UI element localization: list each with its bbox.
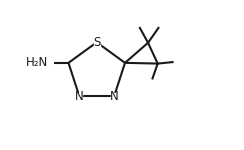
- Text: H₂N: H₂N: [26, 56, 48, 69]
- Bar: [111, 93, 117, 99]
- Bar: [76, 93, 82, 99]
- Text: S: S: [93, 36, 101, 49]
- Text: N: N: [75, 90, 84, 103]
- Text: N: N: [110, 90, 119, 103]
- Bar: [94, 39, 100, 46]
